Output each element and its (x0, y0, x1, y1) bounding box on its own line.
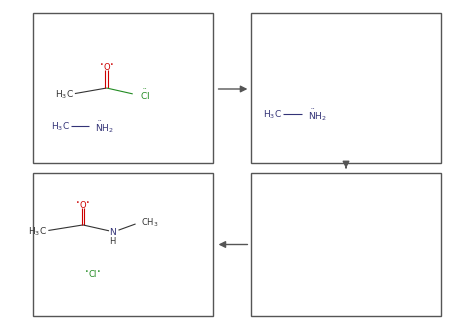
Text: H$_3$C: H$_3$C (28, 225, 47, 238)
Bar (33, 13, 213, 163)
Text: H$_3$C: H$_3$C (55, 88, 73, 101)
Text: H$_3$C: H$_3$C (51, 121, 70, 133)
Text: CH$_3$: CH$_3$ (141, 216, 159, 229)
Text: $\mathdefault{\ddot{N}}$H$_2$: $\mathdefault{\ddot{N}}$H$_2$ (95, 119, 114, 135)
Text: $\mathdefault{{}^{\bullet}O^{\bullet}}$: $\mathdefault{{}^{\bullet}O^{\bullet}}$ (99, 61, 114, 72)
Text: H$_3$C: H$_3$C (263, 109, 282, 121)
Text: $\mathdefault{\ddot{N}}$H$_2$: $\mathdefault{\ddot{N}}$H$_2$ (308, 107, 327, 123)
Text: N: N (109, 228, 116, 237)
Bar (251, 173, 441, 316)
Text: $\mathdefault{{}^{\bullet}O^{\bullet}}$: $\mathdefault{{}^{\bullet}O^{\bullet}}$ (75, 199, 91, 210)
Text: $\mathdefault{{}^{\bullet}Cl^{\bullet}}$: $\mathdefault{{}^{\bullet}Cl^{\bullet}}$ (84, 268, 101, 279)
Bar (251, 13, 441, 163)
Bar (33, 173, 213, 316)
Text: $\mathdefault{\ddot{C}l}$: $\mathdefault{\ddot{C}l}$ (140, 88, 150, 102)
Text: H: H (109, 237, 116, 246)
